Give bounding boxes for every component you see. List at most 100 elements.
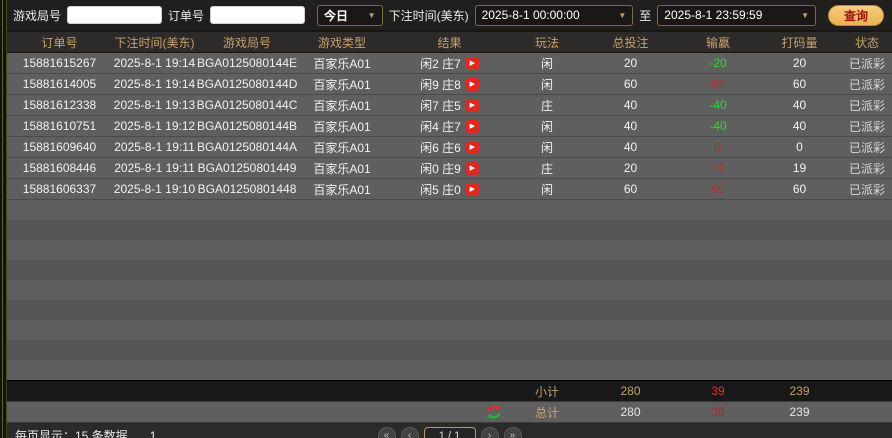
cell-win: 19	[711, 161, 725, 175]
last-page-button[interactable]: »	[503, 426, 522, 438]
cell-order: 15881612338	[22, 98, 97, 112]
cell-bet: 40	[623, 140, 638, 154]
empty-row	[7, 220, 892, 240]
cell-result: 闲9 庄8 ▶	[387, 74, 512, 94]
cell-status: 已派彩	[848, 77, 885, 92]
cell-bet: 60	[623, 77, 638, 91]
total-turnover: 239	[789, 405, 810, 419]
cell-bet: 20	[623, 161, 638, 175]
subtotal-blank	[7, 381, 112, 401]
chevron-down-icon: ▼	[618, 10, 627, 20]
next-page-button[interactable]: ›	[480, 426, 499, 438]
order-no-input[interactable]	[210, 6, 306, 24]
cell-round: BGA01250801448	[197, 182, 297, 196]
cell-turnover: 0	[796, 140, 803, 154]
play-video-icon[interactable]: ▶	[465, 119, 479, 133]
play-video-icon[interactable]: ▶	[465, 98, 479, 112]
cell-order: 15881615267	[22, 56, 97, 70]
cell-type: 百家乐A01	[313, 182, 371, 197]
play-video-icon[interactable]: ▶	[465, 140, 479, 154]
per-page-text: 每页显示：15 条数据	[15, 429, 128, 438]
refresh-icon[interactable]	[486, 405, 502, 419]
pagination-footer: 每页显示：15 条数据 1 « ‹ 1 / 1 › »	[7, 422, 892, 438]
cell-play: 闲	[540, 182, 553, 197]
first-page-button[interactable]: «	[377, 426, 396, 438]
header-bet: 总投注	[612, 35, 649, 50]
play-video-icon[interactable]: ▶	[465, 161, 479, 175]
play-video-icon[interactable]: ▶	[465, 77, 479, 91]
cell-win: 60	[711, 182, 725, 196]
query-button[interactable]: 查询	[828, 4, 884, 26]
table-row: 15881608446 2025-8-1 19:11 BGA0125080144…	[7, 158, 892, 179]
play-video-icon[interactable]: ▶	[465, 182, 479, 196]
cell-status: 已派彩	[848, 56, 885, 71]
cell-time: 2025-8-1 19:14	[113, 77, 196, 91]
page-indicator-box[interactable]: 1 / 1	[423, 426, 476, 438]
cell-round: BGA0125080144D	[197, 77, 297, 91]
game-round-label: 游戏局号	[13, 8, 62, 23]
bet-records-panel: 游戏局号 订单号 今日 ▼ 下注时间(美东) 2025-8-1 00:00:00…	[7, 0, 892, 438]
subtotal-row: 小计 280 39 239	[7, 380, 892, 401]
cell-turnover: 19	[792, 161, 807, 175]
table-row: 15881610751 2025-8-1 19:12 BGA0125080144…	[7, 116, 892, 137]
cell-round: BGA01250801449	[197, 161, 297, 175]
empty-row	[7, 340, 892, 360]
cell-order: 15881610751	[22, 119, 97, 133]
cell-time: 2025-8-1 19:13	[113, 98, 196, 112]
total-blank	[197, 402, 297, 422]
cell-result: 闲4 庄7 ▶	[387, 116, 512, 136]
prev-page-button[interactable]: ‹	[400, 426, 419, 438]
cell-status: 已派彩	[848, 119, 885, 134]
cell-bet: 20	[623, 56, 638, 70]
cell-result: 闲2 庄7 ▶	[387, 53, 512, 73]
cell-win: -40	[709, 119, 727, 133]
cell-round: BGA0125080144E	[197, 56, 297, 70]
subtotal-blank	[387, 381, 512, 401]
table-row: 15881614005 2025-8-1 19:14 BGA0125080144…	[7, 74, 892, 95]
date-to-select[interactable]: 2025-8-1 23:59:59 ▼	[657, 4, 816, 26]
cell-win: -40	[709, 98, 727, 112]
cell-win: -20	[709, 56, 727, 70]
window-left-edge	[0, 0, 7, 438]
cell-status: 已派彩	[848, 140, 885, 155]
total-blank	[842, 402, 892, 422]
period-select[interactable]: 今日 ▼	[317, 4, 383, 26]
total-win: 39	[711, 405, 725, 419]
cell-time: 2025-8-1 19:11	[114, 161, 195, 175]
cell-bet: 40	[623, 98, 638, 112]
cell-turnover: 60	[792, 182, 807, 196]
cell-type: 百家乐A01	[313, 77, 371, 92]
cell-win: 0	[714, 140, 722, 154]
empty-row	[7, 280, 892, 300]
total-blank	[297, 402, 387, 422]
game-round-input[interactable]	[67, 6, 163, 24]
query-toolbar: 游戏局号 订单号 今日 ▼ 下注时间(美东) 2025-8-1 00:00:00…	[7, 0, 892, 30]
to-label: 至	[639, 8, 652, 23]
result-text: 闲4 庄7	[420, 119, 461, 134]
subtotal-blank	[842, 381, 892, 401]
period-selected-value: 今日	[324, 8, 349, 23]
subtotal-bet: 280	[620, 384, 641, 398]
cell-type: 百家乐A01	[313, 119, 371, 134]
cell-status: 已派彩	[848, 182, 885, 197]
empty-row	[7, 200, 892, 220]
cell-turnover: 20	[792, 56, 807, 70]
play-video-icon[interactable]: ▶	[465, 56, 479, 70]
subtotal-blank	[197, 381, 297, 401]
cell-order: 15881608446	[22, 161, 97, 175]
date-from-select[interactable]: 2025-8-1 00:00:00 ▼	[474, 4, 634, 26]
header-win: 输赢	[705, 35, 730, 50]
cell-order: 15881606337	[22, 182, 97, 196]
empty-row	[7, 360, 892, 380]
cell-turnover: 40	[792, 98, 807, 112]
cell-play: 闲	[540, 77, 553, 92]
cell-time: 2025-8-1 19:14	[113, 56, 196, 70]
table-row: 15881606337 2025-8-1 19:10 BGA0125080144…	[7, 179, 892, 200]
total-bet: 280	[620, 405, 641, 419]
subtotal-blank	[112, 381, 197, 401]
cell-round: BGA0125080144B	[197, 119, 297, 133]
total-label: 总计	[534, 405, 559, 420]
header-turnover: 打码量	[781, 35, 818, 50]
header-status: 状态	[854, 35, 879, 50]
result-text: 闲6 庄6	[420, 140, 461, 155]
